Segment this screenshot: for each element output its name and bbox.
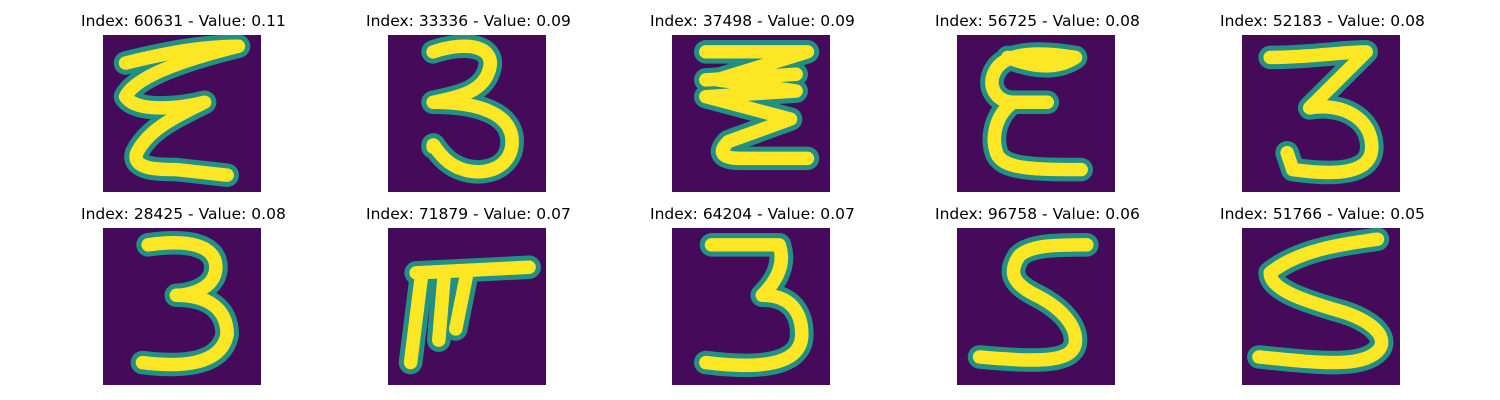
zigzag-3-icon xyxy=(672,35,830,192)
panel-title: Index: 52183 - Value: 0.08 xyxy=(1220,12,1425,30)
glyph-stroke xyxy=(135,236,234,372)
panel-title: Index: 56725 - Value: 0.08 xyxy=(935,12,1140,30)
panel-title: Index: 37498 - Value: 0.09 xyxy=(650,12,855,30)
digit-3-icon xyxy=(672,228,830,385)
panel-title: Index: 96758 - Value: 0.06 xyxy=(935,205,1140,223)
panel-title: Index: 60631 - Value: 0.11 xyxy=(81,12,286,30)
glyph-stroke xyxy=(985,47,1088,177)
panel-title: Index: 28425 - Value: 0.08 xyxy=(81,205,286,223)
glyph-stroke xyxy=(699,238,809,373)
glyph-stroke xyxy=(972,238,1094,367)
panel-title: Index: 33336 - Value: 0.09 xyxy=(366,12,571,30)
digit-2-like-icon xyxy=(103,35,261,192)
digit-5-icon xyxy=(957,228,1115,385)
digit-5-icon xyxy=(1242,228,1400,385)
glyph-stroke xyxy=(118,39,246,182)
letter-e-icon xyxy=(957,35,1115,192)
glyph-stroke xyxy=(699,45,815,166)
glyph-stroke xyxy=(1263,45,1379,180)
glyph-stroke xyxy=(403,260,536,370)
digit-7-like-icon xyxy=(388,228,546,385)
digit-3-icon xyxy=(388,35,546,192)
digit-3-icon xyxy=(1242,35,1400,192)
panel-title: Index: 51766 - Value: 0.05 xyxy=(1220,205,1425,223)
glyph-stroke xyxy=(1252,232,1389,370)
panel-title: Index: 64204 - Value: 0.07 xyxy=(650,205,855,223)
panel-title: Index: 71879 - Value: 0.07 xyxy=(366,205,571,223)
glyph-stroke xyxy=(426,39,519,179)
digit-3-icon xyxy=(103,228,261,385)
